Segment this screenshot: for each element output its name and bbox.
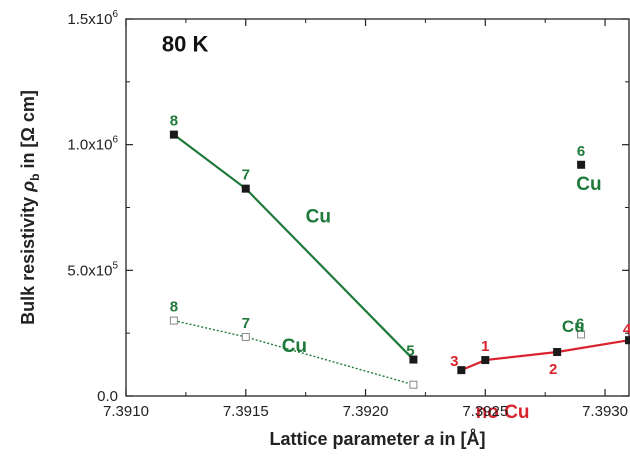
data-point-filled — [625, 336, 630, 345]
point-label: 7 — [242, 315, 250, 332]
data-point-filled — [457, 366, 466, 375]
series-line-0 — [173, 133, 415, 361]
plot-frame — [125, 18, 630, 397]
annotation-label: Cu — [306, 207, 331, 228]
point-label: 3 — [450, 353, 458, 370]
point-label: 8 — [170, 299, 178, 316]
annotation-label: 80 K — [162, 32, 209, 57]
point-label: 6 — [577, 143, 585, 160]
point-label: 2 — [549, 361, 557, 378]
point-label: 8 — [170, 113, 178, 130]
x-tick-label: 7.3910 — [103, 403, 149, 420]
point-label: 6 — [576, 315, 584, 332]
x-tick-label: 7.3920 — [343, 403, 389, 420]
y-tick-label: 5.0x105 — [67, 260, 118, 279]
data-point-open — [169, 316, 178, 325]
x-axis-title: Lattice parameter a in [Å] — [269, 429, 485, 449]
plot-border — [125, 18, 630, 397]
y-axis-title: Bulk resistivity ρb in [Ω cm] — [18, 90, 42, 325]
annotation-label: Cu — [562, 317, 585, 336]
point-label: 4 — [623, 321, 630, 338]
x-tick-label: 7.3930 — [582, 403, 628, 420]
x-tick-label: 7.3925 — [462, 403, 508, 420]
data-point-filled — [553, 348, 562, 357]
axes: 7.3910 7.3915 7.3920 7.3925 7.3930 0.0 5.0x105… — [18, 9, 629, 449]
series-line-2 — [460, 339, 630, 372]
data-point-open — [241, 332, 250, 341]
data-points — [169, 130, 630, 389]
data-point-filled — [577, 160, 586, 169]
y-tick-label: 1.5x106 — [67, 9, 118, 28]
point-label: 5 — [406, 343, 414, 360]
annotations: 80 K Cu Cu Cu Cu no Cu — [162, 32, 602, 423]
annotation-label: no Cu — [476, 402, 530, 423]
point-label: 1 — [481, 338, 489, 355]
y-tick-label: 1.0x106 — [67, 135, 118, 154]
point-labels: 8 7 5 8 7 3 1 2 4 6 6 — [170, 113, 630, 378]
data-point-filled — [169, 130, 178, 139]
data-point-filled — [481, 356, 490, 365]
x-tick-label: 7.3915 — [223, 403, 269, 420]
point-label: 7 — [242, 167, 250, 184]
data-point-open — [409, 380, 418, 389]
data-point-filled — [241, 184, 250, 193]
annotation-label: Cu — [282, 336, 307, 357]
data-point-filled — [409, 355, 418, 364]
annotation-label: Cu — [576, 174, 601, 195]
y-tick-label: 0.0 — [97, 388, 118, 405]
data-point-open — [577, 330, 586, 339]
